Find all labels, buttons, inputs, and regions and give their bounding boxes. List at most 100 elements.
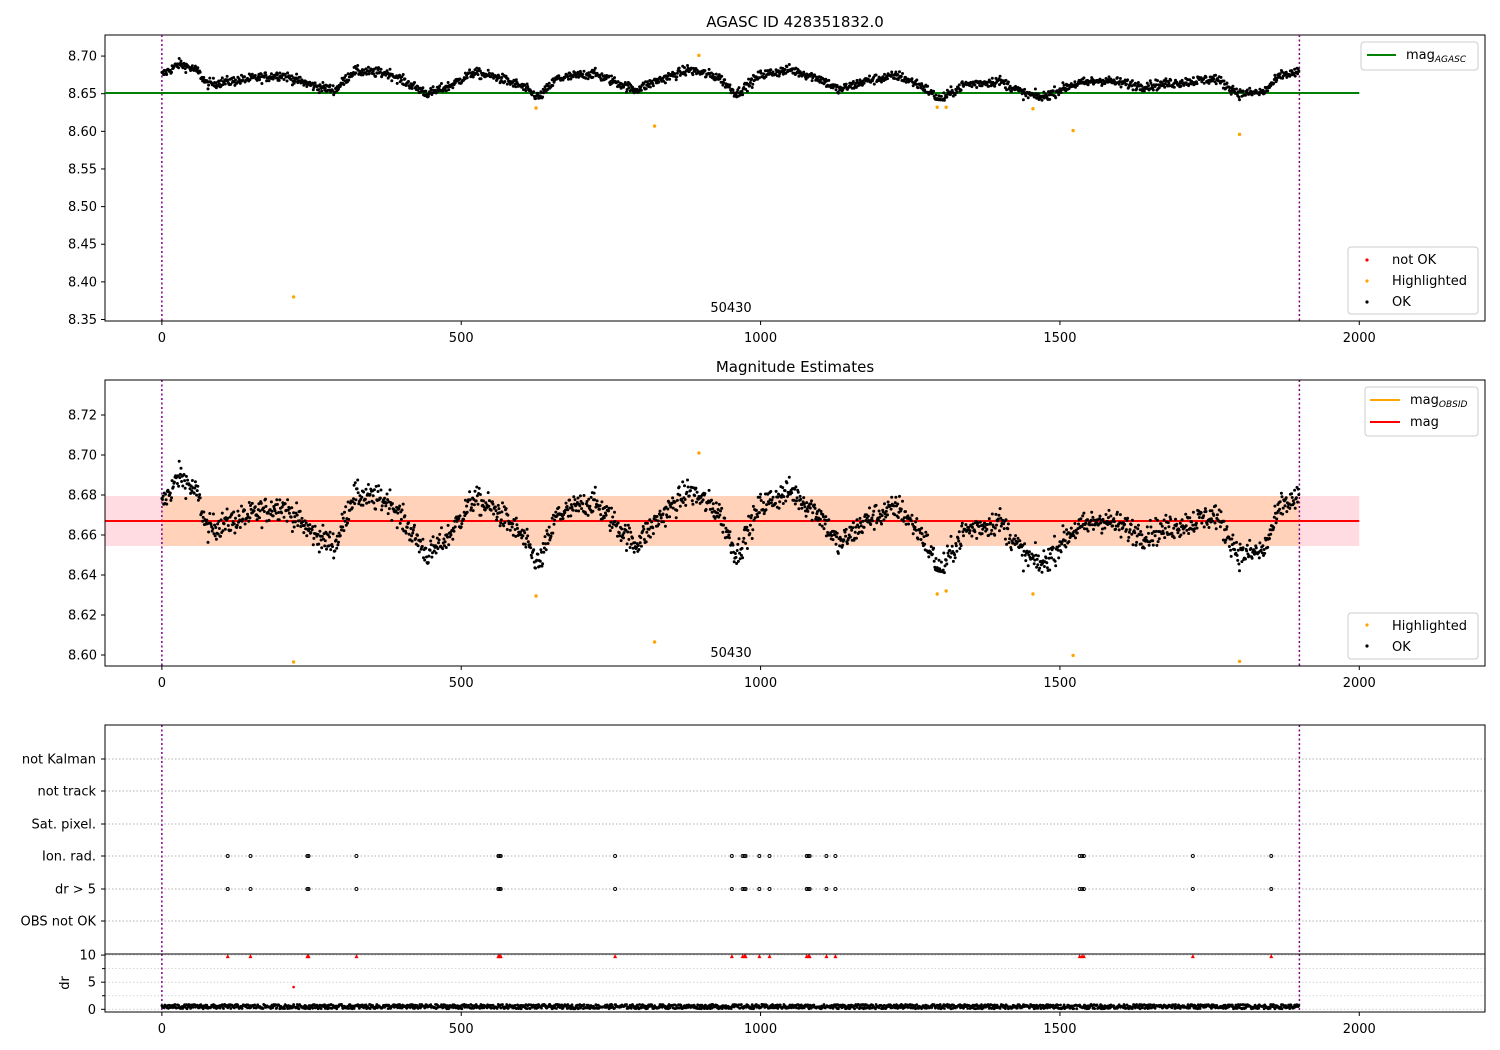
ok-point (721, 530, 725, 534)
ok-point (566, 514, 570, 518)
ok-point (1130, 518, 1134, 522)
ok-point (495, 515, 499, 519)
ok-point (226, 524, 230, 527)
ok-point (1172, 536, 1176, 540)
ok-point (1177, 82, 1181, 86)
ok-point (844, 534, 848, 538)
ok-point (519, 530, 522, 534)
ok-point (277, 518, 281, 522)
ok-point (241, 78, 245, 82)
flag-point (767, 854, 772, 858)
ok-point (774, 501, 777, 505)
ok-point (280, 511, 284, 515)
ok-point (1157, 537, 1161, 541)
ok-point (736, 559, 740, 563)
panel-magnitude-frame (104, 379, 1486, 667)
ok-point (874, 73, 878, 77)
ok-point (945, 544, 949, 548)
ok-point (523, 542, 527, 546)
ok-point (987, 533, 991, 537)
ok-point (874, 503, 878, 507)
flag-point (757, 854, 762, 858)
ok-point (335, 546, 339, 550)
ok-point (813, 503, 816, 507)
ok-point (605, 505, 609, 508)
ok-point (859, 521, 863, 525)
ok-point (1202, 514, 1206, 518)
ok-point (695, 500, 698, 504)
ok-point (210, 529, 214, 533)
ok-point (674, 516, 678, 520)
dr-point (570, 1003, 574, 1007)
ok-point (438, 84, 442, 88)
ok-point (598, 507, 601, 511)
ok-point (803, 505, 807, 509)
ok-point (645, 80, 649, 84)
ok-point (591, 75, 595, 79)
ok-point (1002, 522, 1006, 526)
ok-point (602, 516, 606, 520)
ok-point (1036, 563, 1040, 567)
flag-point (833, 887, 838, 891)
ok-point (440, 82, 443, 85)
ok-point (586, 513, 590, 517)
ok-point (619, 539, 623, 543)
ok-point (1232, 541, 1236, 545)
ok-point (444, 546, 448, 549)
ok-point (889, 507, 893, 511)
ok-point (1230, 537, 1234, 541)
ok-point (1284, 496, 1288, 500)
ok-point (446, 81, 450, 84)
ok-point (636, 544, 640, 547)
panel-magnitude-y-tick-label: 8.72 (68, 409, 97, 424)
ok-point (1105, 519, 1109, 523)
ok-point (1033, 541, 1037, 545)
ok-point (727, 536, 731, 540)
ok-point (826, 531, 830, 534)
ok-point (741, 540, 745, 544)
ok-point (211, 527, 215, 531)
ok-point (524, 89, 528, 93)
ok-point (1266, 89, 1270, 93)
ok-point (1039, 559, 1043, 563)
ok-point (898, 494, 901, 498)
ok-point (1081, 514, 1085, 518)
ok-point (1042, 549, 1046, 553)
ok-point (795, 496, 799, 500)
highlighted-point (1031, 107, 1035, 111)
ok-point (526, 534, 530, 538)
ok-point (423, 558, 427, 562)
dr-point (347, 1007, 351, 1010)
ok-point (274, 511, 278, 515)
ok-point (269, 72, 273, 76)
ok-point (600, 500, 604, 504)
ok-point (226, 78, 230, 82)
ok-point (799, 497, 803, 501)
ok-point (217, 519, 221, 523)
ok-point (490, 500, 494, 504)
ok-point (678, 504, 682, 508)
ok-point (1004, 518, 1008, 522)
ok-point (523, 83, 527, 87)
dr-point (396, 1006, 400, 1010)
ok-point (608, 524, 612, 528)
ok-point (264, 497, 267, 501)
ok-point (1148, 518, 1152, 522)
ok-point (372, 501, 376, 505)
ok-point (816, 518, 820, 522)
ok-point (1154, 83, 1158, 87)
ok-point (1021, 569, 1025, 573)
ok-point (220, 511, 224, 515)
ok-point (811, 76, 815, 80)
ok-point (857, 83, 861, 87)
ok-point (290, 506, 294, 510)
ok-point (400, 508, 404, 512)
ok-point (1241, 546, 1245, 550)
panel-agasc-y-tick-label: 8.45 (68, 238, 97, 253)
ok-point (364, 487, 368, 491)
ok-point (599, 513, 603, 517)
ok-point (593, 485, 597, 489)
ok-point (610, 74, 613, 78)
flag-point (729, 887, 734, 891)
ok-point (1273, 504, 1277, 508)
